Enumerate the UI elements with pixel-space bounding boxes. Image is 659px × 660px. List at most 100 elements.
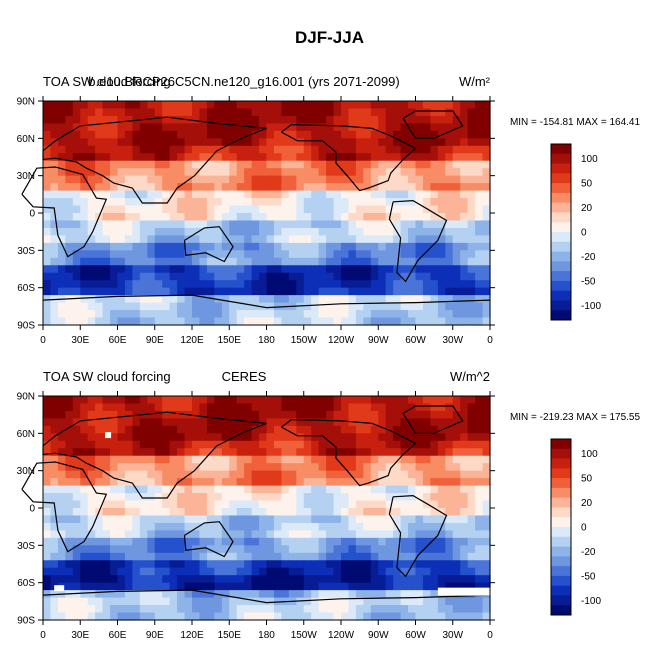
x-tick-label: 120E [180,335,204,346]
colorbar-swatch [551,546,571,557]
colorbar: 100 50 20 0 -20 -50 -100 [550,143,601,321]
colorbar-tick-label: -100 [581,301,601,312]
y-tick-label: 90N [17,97,35,108]
colorbar-swatch [551,527,571,538]
x-tick-label: 30W [442,630,463,641]
colorbar-swatch [551,300,571,311]
colorbar-tick-label: 50 [581,474,593,485]
colorbar-tick-label: 20 [581,203,593,214]
colorbar-swatch [551,517,571,528]
units-label: W/m² [459,74,491,89]
min-max-stats: MIN = -154.81 MAX = 164.41 [510,117,641,128]
coast-north-america [281,418,417,487]
colorbar-swatch [551,232,571,243]
x-tick-label: 150W [291,335,318,346]
missing-data-patch [105,432,112,439]
colorbar-swatch [551,173,571,184]
colorbar-tick-label: 100 [581,154,598,165]
colorbar-swatch [551,241,571,252]
coastlines [21,110,491,309]
plot-subtitle: CERES [222,369,267,384]
x-tick-label: 60W [405,630,426,641]
x-tick-label: 30W [442,335,463,346]
colorbar-swatch [551,478,571,489]
coast-africa [21,166,108,258]
x-tick-label: 0 [487,630,493,641]
colorbar-tick-label: -50 [581,571,596,582]
plot-title: TOA SW cloud forcing [43,369,171,384]
x-tick-label: 180 [258,630,275,641]
y-tick-label: 30S [17,541,35,552]
units-label: W/m^2 [450,369,490,384]
colorbar-tick-label: 50 [581,179,593,190]
x-tick-label: 0 [40,630,46,641]
x-tick-label: 120W [328,335,355,346]
y-tick-label: 30N [17,466,35,477]
y-tick-label: 0 [29,504,35,515]
colorbar-swatch [551,290,571,301]
coast-africa [21,461,108,553]
coast-eurasia [42,411,267,499]
plot-subtitle: b.e10.BRCP26C5CN.ne120_g16.001 (yrs 2071… [88,74,399,89]
colorbar-swatch [551,212,571,223]
colorbar-tick-label: 100 [581,449,598,460]
colorbar-swatch [551,497,571,508]
colorbar-swatch [551,575,571,587]
map-panel-ceres: TOA SW cloud forcing CERES W/m^2 MIN = -219… [17,369,641,641]
colorbar-swatch [551,507,571,518]
colorbar-swatch [551,487,571,499]
coast-greenland [402,110,464,139]
colorbar-swatch [551,566,571,577]
coast-greenland [402,405,464,434]
colorbar-swatch [551,448,571,459]
y-tick-label: 60S [17,283,35,294]
coast-australia [183,226,234,263]
colorbar-swatch [551,144,571,155]
coast-antarctica [42,294,491,309]
x-tick-label: 90E [146,630,164,641]
coastlines [21,405,491,604]
x-tick-label: 30E [71,335,89,346]
x-tick-label: 90W [368,335,389,346]
field-raster [43,396,491,621]
colorbar-tick-label: 0 [581,523,587,534]
coast-north-america [281,123,417,192]
x-tick-label: 120W [328,630,355,641]
colorbar-tick-label: 20 [581,498,593,509]
colorbar-frame [550,143,572,321]
colorbar-tick-label: -20 [581,252,596,263]
y-tick-label: 30S [17,246,35,257]
colorbar-swatch [551,271,571,282]
missing-data-patch [54,585,65,592]
coast-south-america [388,494,448,578]
x-tick-label: 60W [405,335,426,346]
colorbar-swatch [551,192,571,204]
colorbar-tick-label: -20 [581,547,596,558]
x-tick-label: 150E [218,630,242,641]
colorbar-swatch [551,183,571,194]
colorbar-frame [550,438,572,616]
y-tick-label: 60S [17,578,35,589]
colorbar-swatch [551,605,571,616]
colorbar-tick-label: -50 [581,276,596,287]
map-panel-model: TOA SW cloud forcingb.e10.BRCP26C5CN.ne1… [17,74,641,346]
coast-south-america [388,199,448,283]
y-tick-label: 90S [17,616,35,627]
min-max-stats: MIN = -219.23 MAX = 175.55 [510,412,641,423]
colorbar-swatch [551,439,571,450]
x-tick-label: 60E [109,335,127,346]
y-tick-label: 30N [17,171,35,182]
coast-australia [183,521,234,558]
field-raster [43,101,491,326]
x-tick-label: 150W [291,630,318,641]
colorbar-swatch [551,310,571,321]
colorbar-swatch [551,468,571,479]
plot-title: TOA SW cloud forcing [43,74,171,89]
x-tick-label: 60E [109,630,127,641]
x-tick-label: 90E [146,335,164,346]
y-tick-label: 60N [17,429,35,440]
colorbar-tick-label: 0 [581,228,587,239]
y-tick-label: 0 [29,209,35,220]
colorbar-swatch [551,222,571,233]
colorbar-swatch [551,458,571,469]
